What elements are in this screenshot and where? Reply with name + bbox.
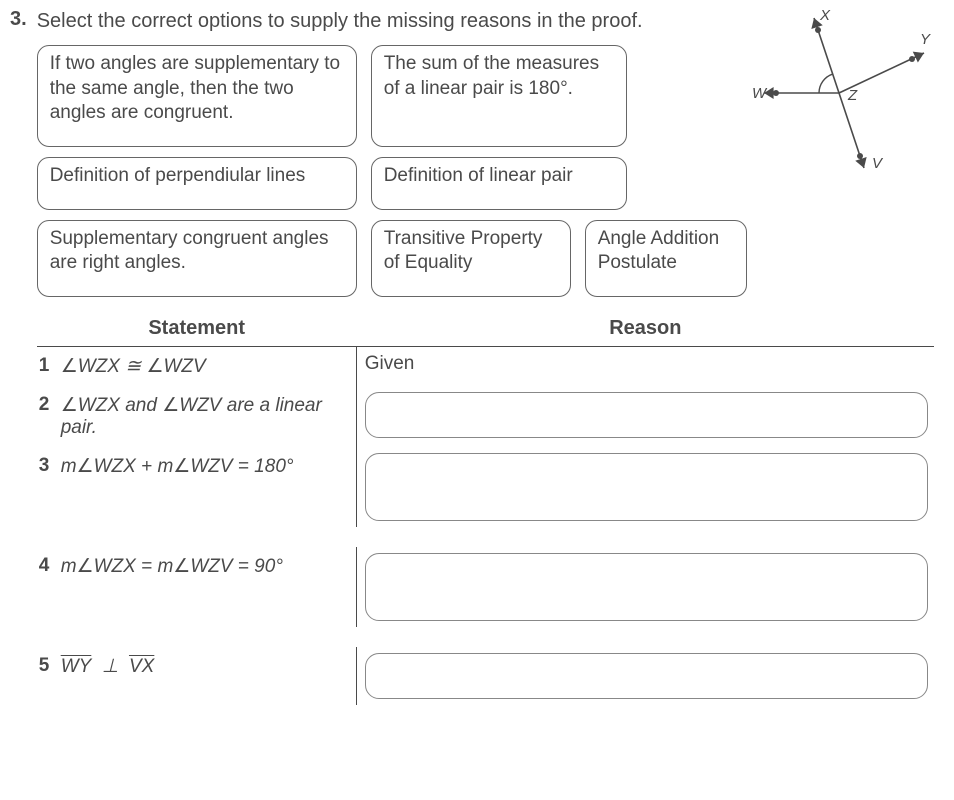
svg-text:Z: Z <box>847 87 858 104</box>
proof-statement: 3m∠WZX + m∠WZV = 180° <box>37 447 357 527</box>
proof-row: 1∠WZX ≅ ∠WZVGiven <box>37 347 934 386</box>
option-transitive[interactable]: Transitive Property of Equality <box>371 220 571 297</box>
proof-row: 4m∠WZX = m∠WZV = 90° <box>37 547 934 627</box>
svg-text:W: W <box>752 85 768 102</box>
question-text: Select the correct options to supply the… <box>37 8 734 35</box>
option-supp-cong-right[interactable]: Supplementary congruent angles are right… <box>37 220 357 297</box>
svg-text:V: V <box>872 155 884 172</box>
proof-table: Statement Reason 1∠WZX ≅ ∠WZVGiven2∠WZX … <box>37 317 934 705</box>
proof-reason <box>357 447 934 527</box>
svg-text:Y: Y <box>920 31 931 48</box>
proof-row: 2∠WZX and ∠WZV are a linear pair. <box>37 386 934 447</box>
proof-reason <box>357 386 934 447</box>
angle-diagram: X Y W Z V <box>744 8 944 178</box>
proof-reason <box>357 547 934 627</box>
reason-drop-zone[interactable] <box>365 392 928 438</box>
proof-row: 5WY ⊥ VX <box>37 647 934 705</box>
header-statement: Statement <box>37 317 357 340</box>
header-reason: Reason <box>357 317 934 340</box>
question-number: 3. <box>10 8 27 31</box>
proof-reason <box>357 647 934 705</box>
reason-drop-zone[interactable] <box>365 553 928 621</box>
reason-drop-zone[interactable] <box>365 453 928 521</box>
reason-drop-zone[interactable] <box>365 653 928 699</box>
proof-statement: 1∠WZX ≅ ∠WZV <box>37 347 357 386</box>
option-angle-add[interactable]: Angle Addition Postulate <box>585 220 747 297</box>
proof-row: 3m∠WZX + m∠WZV = 180° <box>37 447 934 527</box>
option-sum-linear[interactable]: The sum of the measures of a linear pair… <box>371 45 627 147</box>
proof-reason: Given <box>357 347 934 386</box>
option-def-perp[interactable]: Definition of perpendiular lines <box>37 157 357 210</box>
proof-statement: 4m∠WZX = m∠WZV = 90° <box>37 547 357 627</box>
option-def-linear[interactable]: Definition of linear pair <box>371 157 627 210</box>
proof-statement: 5WY ⊥ VX <box>37 647 357 705</box>
option-supp-same[interactable]: If two angles are supplementary to the s… <box>37 45 357 147</box>
proof-statement: 2∠WZX and ∠WZV are a linear pair. <box>37 386 357 447</box>
svg-text:X: X <box>819 8 831 24</box>
